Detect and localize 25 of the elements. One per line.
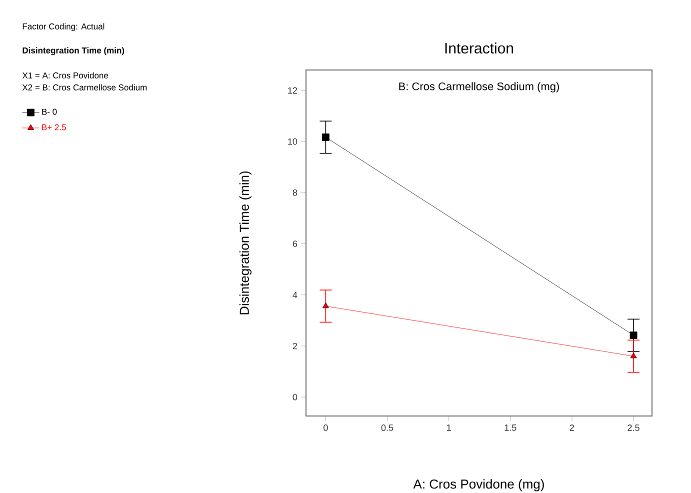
x-axis-title: A: Cros Povidone (mg) [413,479,544,492]
x-tick-label: 1 [447,424,451,431]
text: X2 = B: Cros Carmellose Sodium [22,84,147,90]
y-tick-label: 8 [292,189,298,196]
legend-label: B+ 2.5 [42,124,66,130]
x-tick-label: 0.5 [381,424,394,431]
legend-label: B- 0 [42,108,57,115]
text: Disintegration Time (min) [22,47,124,56]
point [630,332,638,339]
x-tick-label: 2.5 [628,424,640,431]
y-tick-label: 6 [292,240,298,247]
y-tick-label: 2 [292,342,298,350]
text: X1 = A: Cros Povidone [22,72,108,78]
y-tick-label: 0 [292,394,298,400]
x-tick-label: 2 [570,424,574,431]
y-tick-label: 4 [292,292,298,298]
y-tick-label: 10 [288,138,298,145]
x-tick-label: 1.5 [504,424,516,431]
x-tick-label: 0 [324,424,328,431]
y-tick-label: 12 [288,87,298,94]
y-axis-title: Disintegration Time (min) [239,171,252,314]
chart-title: Interaction [445,42,514,54]
point [322,134,330,141]
text: Factor Coding: Actual [22,23,104,32]
legend-title: B: Cros Carmellose Sodium (mg) [399,82,559,92]
